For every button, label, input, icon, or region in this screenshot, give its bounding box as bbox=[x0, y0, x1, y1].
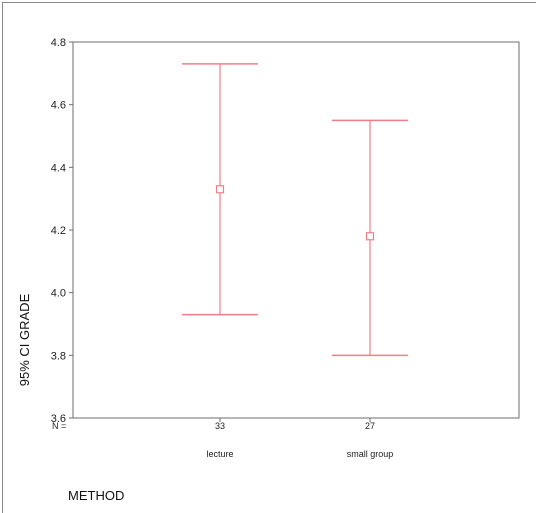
error-bar-lecture bbox=[182, 63, 258, 316]
n-value: 27 bbox=[365, 421, 375, 431]
y-tick-label: 4.4 bbox=[51, 162, 66, 174]
error-bar-small-group bbox=[332, 119, 408, 357]
y-tick-label: 3.8 bbox=[51, 350, 66, 362]
n-label: N = bbox=[52, 421, 66, 431]
mean-marker bbox=[215, 185, 225, 194]
plot-area bbox=[72, 41, 520, 419]
y-axis-title: 95% CI GRADE bbox=[17, 293, 32, 386]
x-axis: 33 lecture 27 small group bbox=[206, 418, 393, 459]
error-bars bbox=[182, 63, 408, 357]
y-tick-label: 4.6 bbox=[51, 100, 66, 112]
category-label: small group bbox=[347, 449, 394, 459]
mean-marker bbox=[365, 232, 375, 241]
x-axis-title: METHOD bbox=[68, 488, 124, 503]
y-tick-label: 4.8 bbox=[51, 37, 66, 49]
y-tick-label: 3.6 bbox=[51, 413, 66, 425]
n-value: 33 bbox=[215, 421, 225, 431]
y-tick-label: 4.0 bbox=[51, 288, 66, 300]
y-axis: 3.6 3.8 4.0 4.2 4.4 4.6 4.8 bbox=[51, 37, 73, 425]
category-label: lecture bbox=[206, 449, 233, 459]
y-tick-label: 4.2 bbox=[51, 225, 66, 237]
